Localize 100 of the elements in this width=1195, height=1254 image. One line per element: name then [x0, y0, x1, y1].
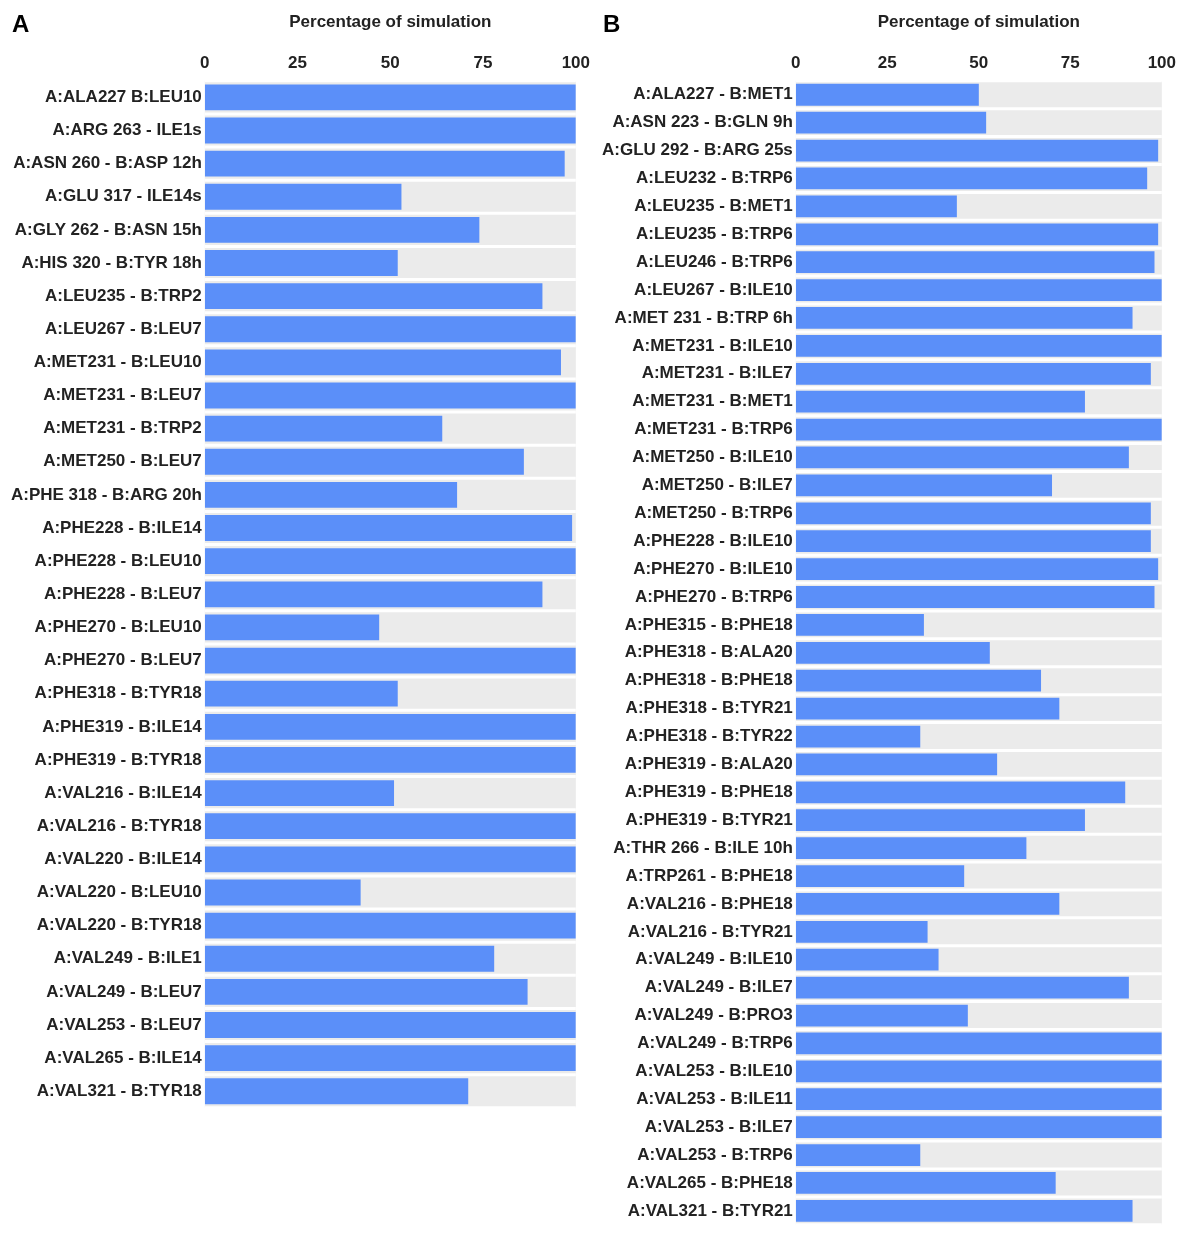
bar — [795, 669, 1042, 692]
y-tick-label: A:MET 231 - B:TRP 6h — [614, 307, 793, 327]
y-tick-label: A:PHE319 - B:ALA20 — [624, 754, 793, 774]
bar — [795, 446, 1129, 469]
x-tick-label: 100 — [1147, 53, 1177, 73]
bar — [204, 912, 576, 939]
y-tick-label: A:VAL220 - B:LEU10 — [36, 882, 202, 902]
y-tick-label: A:VAL253 - B:ILE7 — [644, 1116, 793, 1136]
y-tick-label: A:VAL265 - B:ILE14 — [44, 1047, 203, 1067]
bar — [204, 846, 576, 873]
y-tick-label: A:MET250 - B:ILE10 — [632, 447, 793, 467]
y-tick-label: A:LEU232 - B:TRP6 — [636, 168, 793, 188]
bar — [204, 216, 480, 243]
y-tick-label: A:PHE270 - B:TRP6 — [635, 586, 793, 606]
bar — [795, 83, 979, 106]
bar — [795, 1116, 1162, 1139]
bar — [204, 515, 573, 541]
x-tick-label: 25 — [877, 53, 897, 73]
y-tick-label: A:MET250 - B:TRP6 — [634, 502, 793, 522]
bar — [204, 680, 398, 707]
x-axis-title: Percentage of simulation — [289, 11, 492, 31]
x-tick-label: 75 — [1060, 53, 1080, 73]
text: A — [12, 10, 30, 38]
bar — [204, 481, 458, 508]
y-tick-label: A:VAL216 - B:ILE14 — [44, 782, 203, 802]
y-tick-label: A:VAL249 - B:PRO3 — [634, 1005, 793, 1025]
bar — [795, 390, 1085, 413]
bar — [204, 283, 543, 310]
bar — [204, 945, 495, 972]
y-tick-label: A:VAL253 - B:LEU7 — [46, 1014, 202, 1034]
y-tick-label: A:ASN 260 - B:ASP 12h — [13, 153, 202, 173]
bar — [795, 1004, 968, 1027]
y-tick-label: A:LEU235 - B:TRP6 — [636, 223, 793, 243]
y-tick-label: A:GLU 292 - B:ARG 25s — [601, 140, 793, 160]
y-tick-label: A:MET231 - B:MET1 — [632, 391, 793, 411]
y-tick-label: A:PHE319 - B:TYR21 — [625, 809, 793, 829]
y-tick-label: A:PHE270 - B:LEU10 — [34, 617, 202, 637]
bar — [204, 150, 565, 177]
bar — [795, 530, 1151, 553]
y-tick-label: A:VAL321 - B:TYR18 — [36, 1080, 202, 1100]
y-tick-label: A:VAL249 - B:LEU7 — [46, 981, 202, 1001]
bar — [795, 614, 924, 636]
y-tick-label: A:PHE228 - B:ILE14 — [42, 517, 203, 537]
bar — [795, 111, 987, 134]
y-tick-label: A:VAL216 - B:PHE18 — [626, 893, 793, 913]
y-tick-label: A:LEU267 - B:ILE10 — [634, 279, 793, 299]
bar — [795, 697, 1060, 720]
bar — [795, 725, 921, 748]
x-tick-label: 0 — [200, 53, 210, 73]
y-tick-label: A:VAL253 - B:ILE10 — [635, 1061, 793, 1081]
bar — [795, 418, 1162, 441]
y-tick-label: A:LEU235 - B:MET1 — [634, 196, 793, 216]
y-tick-label: A:PHE228 - B:LEU10 — [34, 550, 202, 570]
bar — [795, 781, 1126, 804]
y-tick-label: A:PHE315 - B:PHE18 — [624, 614, 793, 634]
bar — [795, 195, 957, 218]
bar — [795, 753, 998, 776]
y-tick-label: A:PHE318 - B:ALA20 — [624, 642, 793, 662]
x-axis-title: Percentage of simulation — [877, 11, 1080, 31]
bar — [204, 548, 576, 575]
y-tick-label: A:VAL249 - B:ILE1 — [53, 948, 202, 968]
y-tick-label: A:PHE319 - B:PHE18 — [624, 782, 793, 801]
y-tick-label: A:ASN 223 - B:GLN 9h — [612, 112, 793, 132]
y-tick-label: A:MET250 - B:LEU7 — [43, 451, 202, 471]
x-tick-label: 50 — [380, 53, 400, 73]
bar — [204, 1045, 576, 1072]
bar — [204, 84, 576, 111]
y-tick-label: A:PHE270 - B:LEU7 — [44, 650, 202, 670]
bar — [795, 893, 1060, 915]
y-tick-label: A:PHE318 - B:PHE18 — [624, 670, 793, 690]
bar — [204, 647, 576, 674]
bar — [795, 474, 1053, 497]
bar — [795, 1032, 1162, 1055]
bar — [795, 1088, 1162, 1111]
bar — [204, 813, 576, 840]
bar — [795, 1144, 921, 1166]
bar — [795, 809, 1085, 832]
x-tick-label: 0 — [791, 53, 801, 73]
bar — [204, 448, 524, 475]
y-tick-label: A:THR 266 - B:ILE 10h — [613, 837, 793, 857]
y-tick-label: A:MET231 - B:LEU10 — [33, 352, 202, 372]
y-tick-label: A:PHE318 - B:TYR22 — [625, 726, 793, 746]
bar — [204, 382, 576, 409]
bar — [204, 879, 361, 906]
y-tick-label: A:PHE319 - B:ILE14 — [42, 716, 203, 736]
y-tick-label: A:VAL216 - B:TYR21 — [627, 921, 793, 941]
y-tick-label: A:VAL253 - B:TRP6 — [637, 1144, 793, 1164]
y-tick-label: A:LEU246 - B:TRP6 — [636, 251, 793, 271]
y-tick-label: A:VAL220 - B:ILE14 — [44, 849, 203, 869]
y-tick-label: A:TRP261 - B:PHE18 — [625, 865, 793, 885]
y-tick-label: A:VAL249 - B:ILE7 — [644, 977, 793, 997]
y-tick-label: A:LEU235 - B:TRP2 — [45, 285, 202, 305]
bar — [204, 614, 380, 641]
bar — [204, 713, 576, 740]
bar — [204, 250, 398, 276]
y-tick-label: A:MET250 - B:ILE7 — [641, 475, 793, 495]
bar — [795, 1060, 1162, 1083]
y-tick-label: A:PHE270 - B:ILE10 — [633, 558, 793, 578]
bar — [795, 641, 990, 664]
bar — [204, 349, 561, 376]
